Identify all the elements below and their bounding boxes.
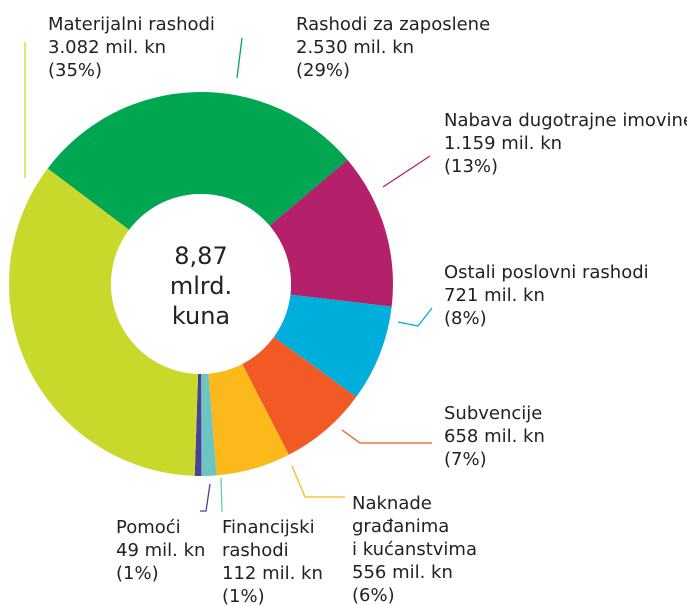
leader-line [200,483,211,512]
category-label: Subvencije [444,403,542,424]
share-label: (29%) [296,60,350,81]
donut-slice [201,373,217,476]
value-label: 112 mil. kn [222,563,323,584]
value-label: 3.082 mil. kn [48,37,166,58]
category-label: Ostali poslovni rashodi [444,262,649,283]
value-label: 556 mil. kn [352,562,453,583]
share-label: (35%) [48,60,102,81]
leader-line [291,465,345,498]
leader-line [236,37,243,79]
donut-slice [47,92,348,230]
leader-line [382,155,431,188]
donut-slice [273,294,392,397]
category-label: građanima [352,516,449,537]
center-label: 8,87 [174,242,227,270]
category-label: Rashodi za zaposlene [296,14,490,35]
donut-slice [269,159,393,307]
center-label: mlrd. [170,272,232,300]
donut-slice [208,364,289,476]
category-label: Naknade [352,493,432,514]
leader-line [220,477,223,513]
share-label: (8%) [444,308,487,329]
share-label: (13%) [444,156,498,177]
value-label: 721 mil. kn [444,285,545,306]
share-label: (7%) [444,449,487,470]
value-label: 1.159 mil. kn [444,133,562,154]
leader-line [397,307,433,327]
category-label: Financijski [222,517,315,538]
category-label: i kućanstvima [352,539,477,560]
category-label: rashodi [222,540,289,561]
value-label: 658 mil. kn [444,426,545,447]
share-label: (6%) [352,585,395,606]
donut-slice [242,336,357,455]
donut-slice [9,168,199,476]
donut-slice [194,373,202,476]
center-label: kuna [172,302,230,330]
category-label: Materijalni rashodi [48,14,215,35]
value-label: 49 mil. kn [116,540,205,561]
value-label: 2.530 mil. kn [296,37,414,58]
share-label: (1%) [116,563,159,584]
share-label: (1%) [222,586,265,606]
category-label: Pomoći [116,517,181,538]
category-label: Nabava dugotrajne imovine [444,110,687,131]
donut-hole [111,194,291,374]
leader-line [341,429,432,444]
